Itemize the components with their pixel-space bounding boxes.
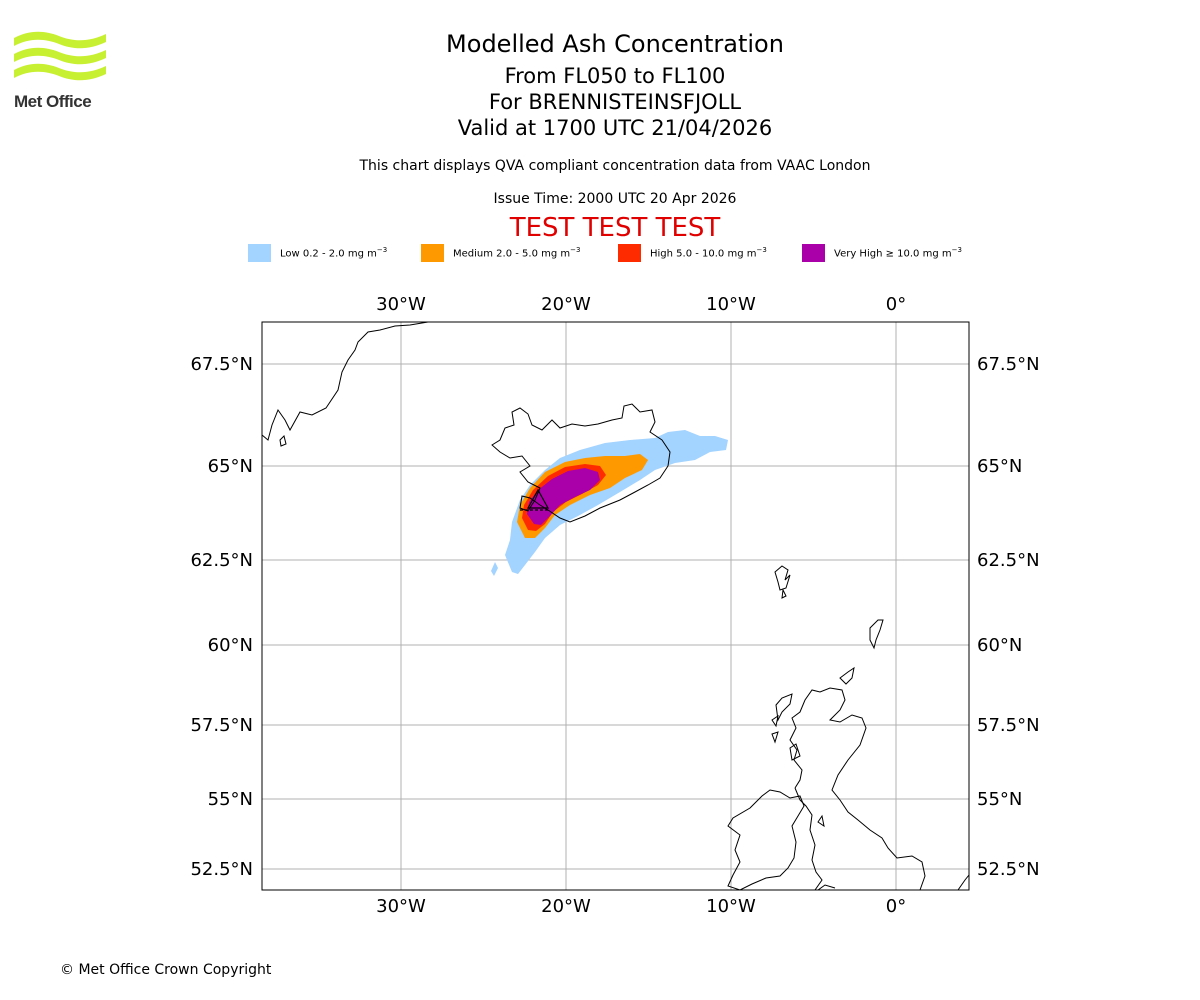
lat-tick-left: 60°N <box>208 635 253 656</box>
lat-tick-right: 60°N <box>977 635 1022 656</box>
coastline-greenland <box>262 322 429 441</box>
lat-tick-left: 65°N <box>208 456 253 477</box>
met-office-logo: Met Office <box>14 30 109 112</box>
map-frame <box>261 321 970 891</box>
lon-tick-bottom: 30°W <box>376 896 426 917</box>
lon-tick-top: 30°W <box>376 294 426 315</box>
coastlines <box>262 322 969 890</box>
legend-label-very-high: Very High ≥ 10.0 mg m−3 <box>834 246 962 260</box>
copyright-notice: © Met Office Crown Copyright <box>60 962 272 978</box>
lon-tick-top: 0° <box>886 294 906 315</box>
volcano-name: For BRENNISTEINSFJOLL <box>488 90 742 114</box>
coastline-iceland <box>491 403 671 523</box>
volcano-marker-icon <box>520 488 550 511</box>
lat-tick-right: 57.5°N <box>977 715 1040 736</box>
coastline-shetland <box>869 619 884 650</box>
lat-tick-left: 57.5°N <box>190 715 253 736</box>
coastline-ireland <box>727 789 805 890</box>
legend-swatch-very-high <box>802 244 825 262</box>
legend-swatch-low <box>248 244 271 262</box>
lat-tick-left: 55°N <box>208 789 253 810</box>
map-gridlines <box>262 322 969 890</box>
lat-tick-left: 52.5°N <box>190 859 253 880</box>
lat-tick-right: 55°N <box>977 789 1022 810</box>
latitude-labels-right: 67.5°N 65°N 62.5°N 60°N 57.5°N 55°N 52.5… <box>977 354 1040 880</box>
coastline-faroes <box>774 565 791 591</box>
lat-tick-right: 67.5°N <box>977 354 1040 375</box>
lon-tick-top: 20°W <box>541 294 591 315</box>
lat-tick-right: 52.5°N <box>977 859 1040 880</box>
lat-tick-right: 62.5°N <box>977 550 1040 571</box>
lat-tick-left: 67.5°N <box>190 354 253 375</box>
flight-level-range: From FL050 to FL100 <box>504 64 726 88</box>
coastline-great-britain <box>789 687 926 890</box>
lon-tick-bottom: 0° <box>886 896 906 917</box>
legend-label-high: High 5.0 - 10.0 mg m−3 <box>650 246 767 260</box>
issue-time: Issue Time: 2000 UTC 20 Apr 2026 <box>493 191 737 207</box>
test-banner: TEST TEST TEST <box>509 213 721 243</box>
ash-plume-low-fragment <box>491 562 498 576</box>
coastline-orkney <box>839 666 855 685</box>
coastline-hebrides <box>775 693 793 722</box>
lon-tick-bottom: 20°W <box>541 896 591 917</box>
lon-tick-top: 10°W <box>706 294 756 315</box>
logo-wordmark: Met Office <box>14 92 92 111</box>
latitude-labels-left: 67.5°N 65°N 62.5°N 60°N 57.5°N 55°N 52.5… <box>190 354 253 880</box>
ash-plume-very-high <box>527 468 600 525</box>
met-office-waves-icon <box>14 31 106 81</box>
legend-label-low: Low 0.2 - 2.0 mg m−3 <box>280 246 388 260</box>
longitude-labels-bottom: 30°W 20°W 10°W 0° <box>376 896 906 917</box>
lon-tick-bottom: 10°W <box>706 896 756 917</box>
legend-swatch-medium <box>421 244 444 262</box>
lat-tick-right: 65°N <box>977 456 1022 477</box>
valid-time: Valid at 1700 UTC 21/04/2026 <box>457 116 773 140</box>
legend-label-medium: Medium 2.0 - 5.0 mg m−3 <box>453 246 581 260</box>
chart-title: Modelled Ash Concentration <box>446 30 784 58</box>
ash-plume-medium <box>517 454 648 538</box>
lat-tick-left: 62.5°N <box>190 550 253 571</box>
chart-description: This chart displays QVA compliant concen… <box>359 158 871 174</box>
legend-swatch-high <box>618 244 641 262</box>
longitude-labels-top: 30°W 20°W 10°W 0° <box>376 294 906 315</box>
